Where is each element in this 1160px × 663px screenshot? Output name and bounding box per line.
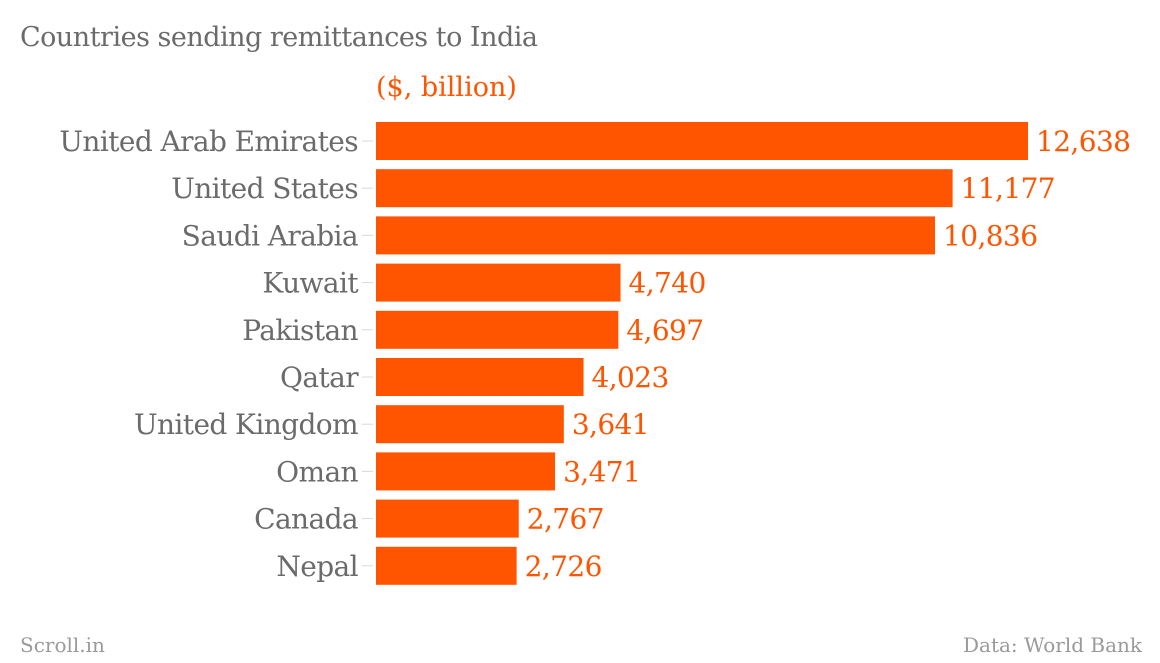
category-label: United Arab Emirates <box>59 125 358 158</box>
category-label: United States <box>171 172 358 205</box>
data-source: Data: World Bank <box>963 633 1142 657</box>
category-label: Oman <box>276 455 358 488</box>
publisher-credit: Scroll.in <box>20 633 105 657</box>
value-label: 3,471 <box>563 455 640 488</box>
value-label: 4,023 <box>592 361 669 394</box>
value-label: 12,638 <box>1036 125 1130 158</box>
bar <box>376 263 621 302</box>
value-label: 2,767 <box>527 503 604 536</box>
category-label: Saudi Arabia <box>182 219 358 252</box>
bar <box>376 122 1028 160</box>
value-label: 4,697 <box>626 314 703 347</box>
bar <box>376 169 953 208</box>
category-label: Canada <box>254 503 358 536</box>
bar <box>376 546 517 585</box>
value-label: 11,177 <box>961 172 1055 205</box>
bar <box>376 405 564 444</box>
value-label: 10,836 <box>943 219 1037 252</box>
chart-title: Countries sending remittances to India <box>20 22 538 53</box>
bar <box>376 499 519 538</box>
bar <box>376 216 936 255</box>
bar <box>376 358 584 396</box>
value-label: 4,740 <box>629 267 706 300</box>
category-label: Qatar <box>280 361 359 394</box>
category-label: United Kingdom <box>134 408 358 441</box>
unit-label: ($, billion) <box>376 72 517 103</box>
bar <box>376 310 619 349</box>
value-label: 2,726 <box>525 550 602 583</box>
value-label: 3,641 <box>572 408 649 441</box>
bar <box>376 452 556 491</box>
category-label: Pakistan <box>242 314 358 347</box>
category-label: Kuwait <box>262 267 359 300</box>
category-label: Nepal <box>276 550 358 583</box>
